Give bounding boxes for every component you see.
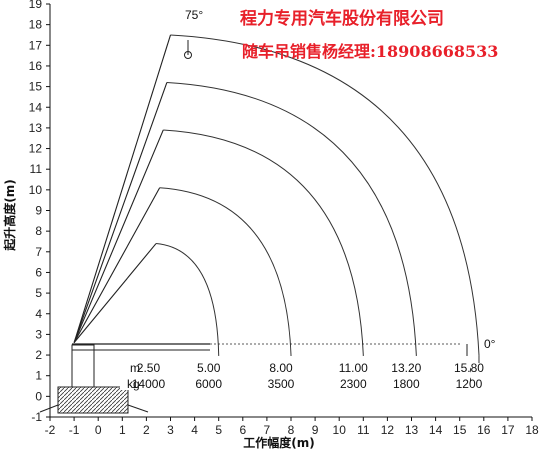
y-tick-label: 8	[35, 224, 42, 238]
envelope-arc	[170, 34, 480, 356]
table-columns: 2.50 14000 5.00 6000 8.00 3500 11.00 2300 13.20 1…	[132, 361, 485, 391]
table-load-value: 14000	[132, 377, 166, 391]
banner: 程力专用汽车股份有限公司 随车吊销售杨经理:18908668533	[240, 8, 498, 61]
base-hatch	[57, 386, 129, 414]
envelope-arc	[163, 129, 364, 356]
x-tick-label: 3	[167, 423, 174, 437]
x-tick-label: 16	[477, 423, 491, 437]
table-radius-value: 2.50	[137, 361, 161, 375]
table-load-value: 1800	[393, 377, 420, 391]
y-tick-label: 16	[29, 59, 43, 73]
load-table-bg	[120, 356, 470, 390]
table-radius-value: 13.20	[391, 361, 421, 375]
x-ticks: -2 -1 0 1 2 3 4 5 6 7 8 9 10 11 12 13 14 15 16 17 18	[45, 417, 539, 437]
boom-section	[73, 34, 172, 343]
table-radius-value: 15.80	[454, 361, 484, 375]
table-load-value: 2300	[340, 377, 367, 391]
envelope-arc	[166, 81, 417, 356]
y-axis-title: 起升高度(m)	[2, 179, 17, 251]
load-unit: kg	[127, 377, 140, 391]
hook-top	[184, 40, 192, 59]
outrigger-right	[127, 404, 149, 413]
x-tick-label: 2	[143, 423, 150, 437]
y-tick-label: -1	[31, 410, 42, 424]
x-tick-label: 9	[312, 423, 319, 437]
y-tick-label: 6	[35, 265, 42, 279]
table-load-value: 6000	[195, 377, 222, 391]
y-tick-label: 9	[35, 204, 42, 218]
y-tick-label: 0	[35, 389, 42, 403]
x-tick-label: 12	[381, 423, 395, 437]
y-tick-label: 15	[29, 80, 43, 94]
envelope-arc	[159, 187, 292, 356]
y-tick-label: 1	[35, 369, 42, 383]
x-tick-label: 15	[453, 423, 467, 437]
crane-base	[39, 343, 462, 414]
boom-section	[73, 243, 157, 344]
x-tick-label: 18	[525, 423, 539, 437]
y-tick-label: 12	[29, 142, 43, 156]
y-tick-label: 4	[35, 307, 42, 321]
x-axis-title: 工作幅度(m)	[243, 435, 314, 450]
angle-max-label: 75°	[185, 8, 203, 22]
table-radius-value: 11.00	[339, 361, 368, 375]
y-tick-label: 17	[29, 38, 43, 52]
y-tick-label: 18	[29, 18, 43, 32]
y-tick-label: 7	[35, 245, 42, 259]
y-tick-label: 11	[30, 162, 43, 176]
angle-min-label: 0°	[484, 337, 496, 351]
company-name: 程力专用汽车股份有限公司	[240, 8, 444, 29]
x-tick-label: 11	[357, 423, 370, 437]
column	[71, 344, 95, 388]
boom-section	[73, 187, 161, 343]
envelope-arc	[155, 243, 220, 356]
y-tick-label: 10	[29, 183, 43, 197]
x-tick-label: 14	[429, 423, 443, 437]
x-tick-label: 6	[239, 423, 246, 437]
x-tick-label: 13	[405, 423, 419, 437]
x-tick-label: -1	[69, 423, 80, 437]
sales-contact: 随车吊销售杨经理:18908668533	[242, 42, 498, 61]
x-tick-label: 4	[191, 423, 198, 437]
table-radius-value: 5.00	[197, 361, 221, 375]
boom-section	[73, 82, 168, 343]
boom-sections	[73, 34, 172, 344]
x-tick-label: 8	[288, 423, 295, 437]
envelope-arcs	[155, 34, 480, 364]
boom-section	[73, 129, 164, 343]
table-load-value: 1200	[456, 377, 483, 391]
load-table: m kg 2.50 14000 5.00 6000 8.00 3500 11.00 2300 1…	[120, 356, 484, 391]
y-tick-label: 14	[29, 100, 43, 114]
y-tick-label: 19	[29, 0, 43, 11]
x-tick-label: 5	[215, 423, 222, 437]
y-tick-label: 5	[35, 286, 42, 300]
x-tick-label: 1	[119, 423, 126, 437]
table-radius-value: 8.00	[269, 361, 293, 375]
x-tick-label: 17	[501, 423, 515, 437]
radius-unit: m	[130, 361, 140, 375]
x-tick-label: 10	[333, 423, 347, 437]
y-tick-label: 13	[29, 121, 43, 135]
x-tick-label: 7	[264, 423, 271, 437]
y-tick-label: 2	[35, 348, 42, 362]
y-tick-label: 3	[35, 327, 42, 341]
x-tick-label: -2	[45, 423, 56, 437]
x-tick-label: 0	[95, 423, 102, 437]
outrigger-left	[39, 404, 59, 413]
table-load-value: 3500	[268, 377, 295, 391]
